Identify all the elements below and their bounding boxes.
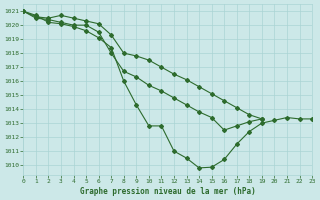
X-axis label: Graphe pression niveau de la mer (hPa): Graphe pression niveau de la mer (hPa) [80,187,256,196]
